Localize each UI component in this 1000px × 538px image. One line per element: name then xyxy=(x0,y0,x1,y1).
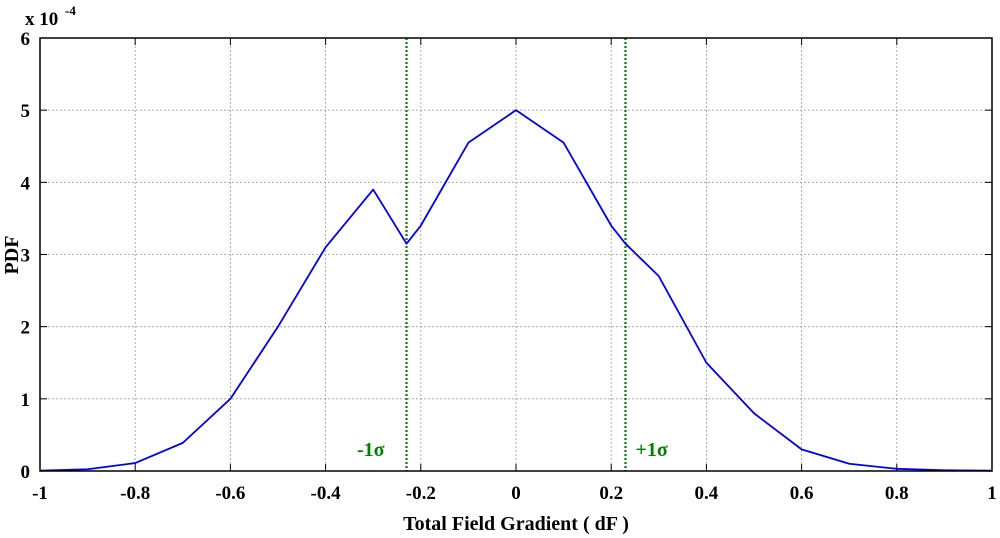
y-multiplier-base: x 10 xyxy=(25,9,58,30)
y-tick-label: 1 xyxy=(21,390,31,411)
series-group xyxy=(39,109,993,472)
y-tick-label: 6 xyxy=(21,29,31,50)
sigma-label: -1σ xyxy=(357,439,385,461)
y-tick-label: 2 xyxy=(21,318,31,339)
y-tick-labels: 0 1 2 3 4 5 6 xyxy=(21,29,31,483)
x-tick-label: -0.6 xyxy=(215,483,245,504)
y-multiplier: x 10 -4 xyxy=(25,3,76,30)
axis-ticks xyxy=(39,37,993,472)
x-tick-label: 0.8 xyxy=(885,483,909,504)
grid-lines xyxy=(40,38,992,471)
sigma-labels: -1σ +1σ xyxy=(357,439,668,461)
x-tick-label: 1 xyxy=(987,483,997,504)
sigma-lines xyxy=(405,38,627,471)
y-tick-label: 0 xyxy=(21,462,31,483)
x-tick-label: 0.6 xyxy=(790,483,814,504)
x-tick-labels: -1 -0.8 -0.6 -0.4 -0.2 0 0.2 0.4 0.6 0.8 1 xyxy=(32,483,997,504)
x-tick-label: 0.4 xyxy=(695,483,719,504)
y-tick-label: 5 xyxy=(21,101,31,122)
y-tick-label: 4 xyxy=(21,173,31,194)
y-multiplier-exponent: -4 xyxy=(65,3,76,18)
x-tick-label: -0.4 xyxy=(311,483,342,504)
x-tick-label: -0.8 xyxy=(120,483,150,504)
sigma-label: +1σ xyxy=(635,439,667,461)
y-axis-title: PDF xyxy=(1,236,23,275)
x-tick-label: -0.2 xyxy=(406,483,436,504)
pdf-series-line xyxy=(39,109,993,472)
x-tick-label: 0.2 xyxy=(599,483,623,504)
x-axis-title: Total Field Gradient ( dF ) xyxy=(403,513,629,535)
y-tick-label: 3 xyxy=(21,246,31,267)
x-tick-label: 0 xyxy=(511,483,521,504)
x-tick-label: -1 xyxy=(32,483,48,504)
